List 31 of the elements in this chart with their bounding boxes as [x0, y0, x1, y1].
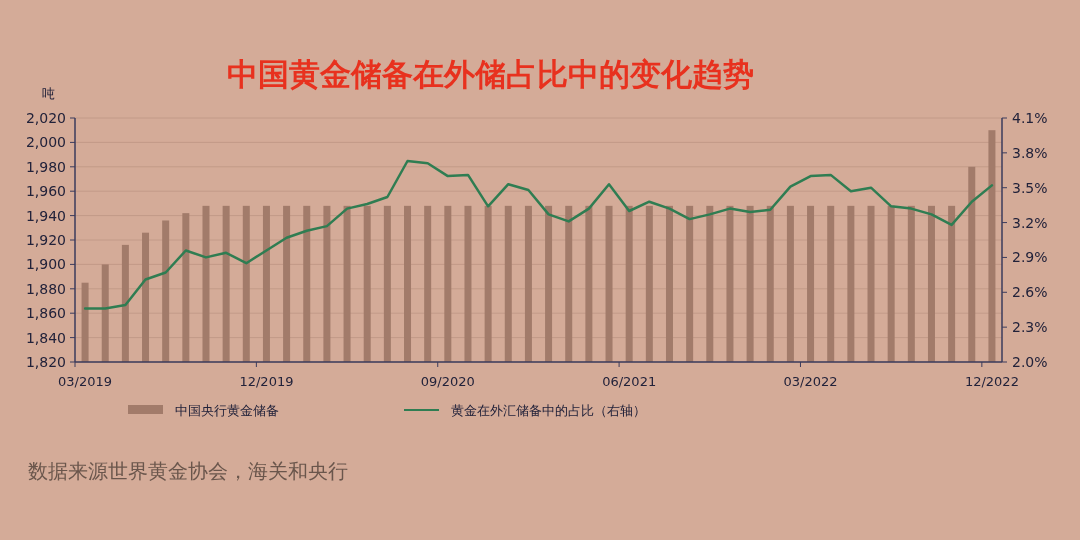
y-tick-label: 2,000: [25, 134, 66, 151]
chart-title: 中国黄金储备在外储占比中的变化趋势: [226, 56, 754, 92]
y-tick-label: 1,860: [25, 305, 66, 322]
y-tick-label: 1,940: [25, 207, 66, 224]
y-tick-label: 1,840: [25, 329, 66, 346]
y-tick-label: 1,880: [25, 280, 66, 297]
x-tick-label: 09/2020: [420, 374, 475, 389]
x-tick-label: 12/2019: [239, 374, 294, 389]
x-tick-label: 03/2019: [58, 374, 113, 389]
y-tick-label: 1,820: [25, 354, 66, 370]
y2-tick-label: 2.0%: [1012, 354, 1048, 370]
y2-tick-label: 4.1%: [1012, 110, 1048, 126]
y-tick-label: 1,980: [25, 158, 66, 175]
y2-tick-label: 2.3%: [1012, 319, 1048, 336]
line-series: [83, 159, 994, 310]
legend-label: 中国央行黄金储备: [175, 403, 279, 418]
y2-tick-label: 3.2%: [1012, 214, 1048, 231]
x-tick-label: 12/2022: [964, 374, 1019, 389]
x-tick-label: 03/2022: [783, 374, 838, 389]
text: 数据来源世界黄金协会，海关和央行: [28, 459, 348, 483]
y-tick-label: 2,020: [25, 110, 66, 126]
y-tick-label: 1,920: [25, 232, 66, 248]
y-axis-title: 吨: [41, 86, 55, 101]
y2-tick-label: 3.8%: [1012, 144, 1048, 161]
y-tick-label: 1,900: [25, 256, 66, 273]
y-tick-label: 1,960: [25, 183, 66, 200]
x-tick-label: 06/2021: [602, 374, 657, 389]
y2-tick-label: 2.9%: [1012, 249, 1048, 266]
y2-tick-label: 3.5%: [1012, 179, 1048, 196]
y2-tick-label: 2.6%: [1012, 284, 1048, 301]
legend-label: 黄金在外汇储备中的占比（右轴）: [451, 403, 646, 418]
